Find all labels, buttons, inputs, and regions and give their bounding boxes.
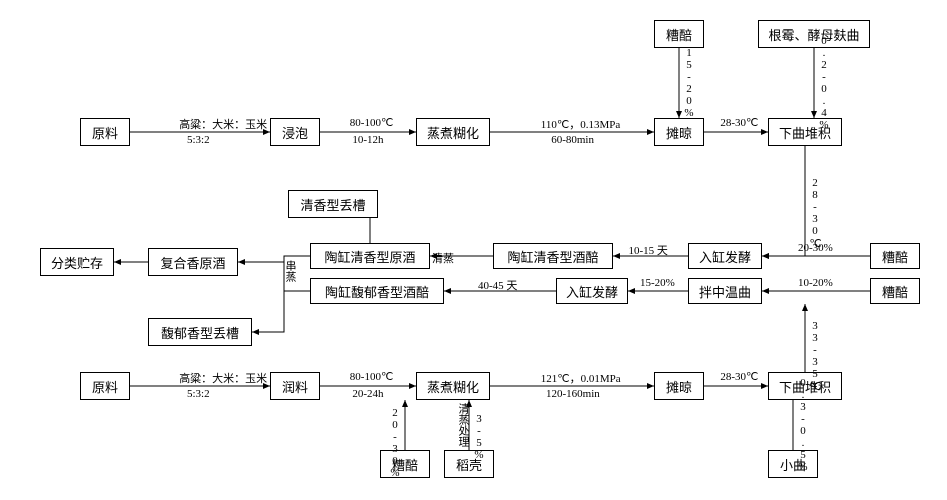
node-n_tg_qxx_jl: 陶缸清香型酒醅 bbox=[493, 243, 613, 269]
edge-label: 80-100℃ bbox=[350, 370, 394, 383]
edge-label: 10-12h bbox=[352, 134, 383, 146]
edge-label: 28-30℃ bbox=[809, 177, 822, 250]
edge-label: 0.3-0.5% bbox=[797, 377, 809, 473]
edge-label: 10-15 天 bbox=[629, 242, 668, 258]
node-n_jinpao: 浸泡 bbox=[270, 118, 320, 146]
edge-label: 高粱：大米：玉米 bbox=[179, 370, 267, 386]
node-n_xiaquduiji1: 下曲堆积 bbox=[768, 118, 842, 146]
edge-label: 串蒸 bbox=[282, 260, 298, 282]
edge-label: 20-30% bbox=[798, 242, 833, 254]
edge-label: 清蒸处理 bbox=[455, 403, 471, 447]
node-n_xiaoqu: 小曲 bbox=[768, 450, 818, 478]
edge-label: 清蒸 bbox=[432, 250, 454, 266]
edge-label: 40-45 天 bbox=[478, 277, 517, 293]
node-n_caolao_r1: 糟醅 bbox=[870, 243, 920, 269]
node-n_fuhexiang: 复合香原酒 bbox=[148, 248, 238, 276]
edge-label: 3-5% bbox=[473, 413, 485, 461]
node-n_fyx_diuzao: 馥郁香型丢槽 bbox=[148, 318, 252, 346]
edge-label: 20-24h bbox=[352, 388, 383, 400]
edge-label: 120-160min bbox=[546, 388, 600, 400]
edge-label: 110℃，0.13MPa bbox=[541, 116, 620, 132]
edge-label: 5:3:2 bbox=[187, 134, 210, 146]
edge-label: 28-30℃ bbox=[720, 116, 758, 129]
node-n_genmei: 根霉、酵母麸曲 bbox=[758, 20, 870, 48]
node-n_daoke: 稻壳 bbox=[444, 450, 494, 478]
node-n_zhengzhu2: 蒸煮糊化 bbox=[416, 372, 490, 400]
node-n_caolao_r2: 糟醅 bbox=[870, 278, 920, 304]
edge-label: 80-100℃ bbox=[350, 116, 394, 129]
node-n_fenleichu: 分类贮存 bbox=[40, 248, 114, 276]
node-n_zhengzhu1: 蒸煮糊化 bbox=[416, 118, 490, 146]
edge-label: 33-35℃ bbox=[809, 320, 822, 393]
edge-label: 15-20% bbox=[640, 277, 675, 289]
node-n_tanliang2: 摊晾 bbox=[654, 372, 704, 400]
node-n_caolao_bot: 糟醅 bbox=[380, 450, 430, 478]
edge-label: 15-20% bbox=[683, 47, 695, 119]
node-n_tanliang1: 摊晾 bbox=[654, 118, 704, 146]
node-n_rgfj_bot: 入缸发酵 bbox=[556, 278, 628, 304]
edge-label: 高粱：大米：玉米 bbox=[179, 116, 267, 132]
node-n_runliao: 润料 bbox=[270, 372, 320, 400]
node-n_bzwq: 拌中温曲 bbox=[688, 278, 762, 304]
node-n_rgfj_top: 入缸发酵 bbox=[688, 243, 762, 269]
node-n_tg_qxx_yj: 陶缸清香型原酒 bbox=[310, 243, 430, 269]
edge-label: 10-20% bbox=[798, 277, 833, 289]
node-n_yuanliao2: 原料 bbox=[80, 372, 130, 400]
edge-label: 121℃，0.01MPa bbox=[541, 370, 621, 386]
edge-label: 5:3:2 bbox=[187, 388, 210, 400]
edge-label: 0.2-0.4% bbox=[818, 35, 830, 131]
node-n_caolao_top: 糟醅 bbox=[654, 20, 704, 48]
node-n_qxx_diuzao: 清香型丢槽 bbox=[288, 190, 378, 218]
node-n_tg_fyx_jl: 陶缸馥郁香型酒醅 bbox=[310, 278, 444, 304]
edge-label: 28-30℃ bbox=[720, 370, 758, 383]
edge-label: 60-80min bbox=[551, 134, 594, 146]
edge-label: 20-30% bbox=[389, 407, 401, 479]
node-n_yuanliao1: 原料 bbox=[80, 118, 130, 146]
